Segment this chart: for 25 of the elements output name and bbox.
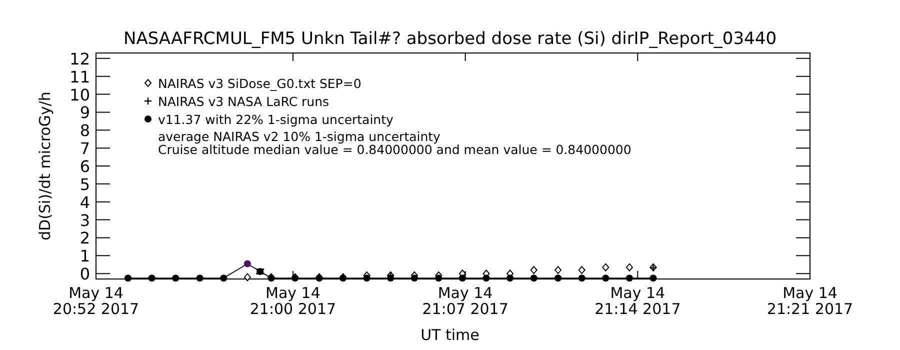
y-tick-label: 1 [80,246,90,266]
legend-label: NAIRAS v3 NASA LaRC runs [158,94,330,109]
y-axis-title: dD(Si)/dt microGy/h [36,92,54,240]
y-tick-label: 8 [80,121,90,140]
chart-title: NASAAFRCMUL_FM5 Unkn Tail#? absorbed dose rate (Si) dirIP_Report_03440 [123,29,777,49]
y-tick-label: 5 [80,174,90,194]
y-tick-label: 4 [80,192,90,212]
x-tick-label: May 14 21:07 2017 [422,284,508,318]
legend-label: v11.37 with 22% 1-sigma uncertainty [158,112,394,127]
y-tick-label: 7 [80,139,90,158]
x-tick-label: May 14 21:00 2017 [250,284,336,318]
y-tick-label: 9 [80,103,90,122]
y-tick-label: 12 [70,49,90,68]
y-tick-label: 3 [80,210,90,230]
y-tick-label: 10 [70,85,90,104]
y-tick-label: 2 [80,228,90,248]
y-tick-label: 0 [80,264,90,284]
y-tick-label: 11 [70,67,90,86]
y-tick-label: 6 [80,157,90,176]
x-tick-label: May 14 21:21 2017 [766,284,854,318]
x-axis-title: UT time [420,326,480,344]
legend-label: NAIRAS v3 SiDose_G0.txt SEP=0 [158,76,362,91]
annotation: average NAIRAS v2 10% 1-sigma uncertainty [158,129,442,144]
x-tick-label: May 14 20:52 2017 [52,284,140,318]
x-tick-label: May 14 21:14 2017 [594,284,681,318]
